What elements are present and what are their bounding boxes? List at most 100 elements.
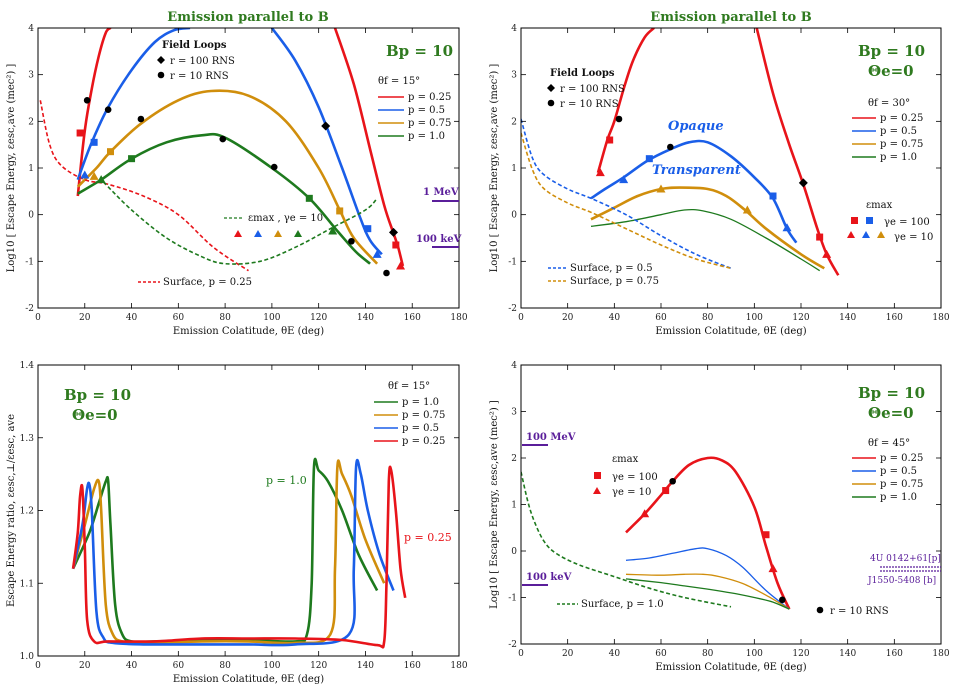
tl-emax-legend: εmax , γe = 10 [224, 213, 323, 237]
series-group [521, 456, 791, 610]
x-tick-label: 160 [886, 313, 903, 323]
y-tick-label: 0 [28, 211, 34, 221]
x-tick-label: 180 [450, 661, 467, 671]
br-legend-label: p = 0.25 [880, 453, 923, 464]
x-axis-label: Emission Colatitude, θE (deg) [655, 662, 806, 673]
series-line-surface-p1-0 [521, 471, 732, 608]
curve-marker [619, 175, 629, 184]
series-line-p-0-75 [71, 459, 386, 645]
tr-field-loops-r100: r = 100 RNS [560, 84, 625, 95]
series-line-p-0-25-b- [755, 28, 840, 276]
x-tick-label: 20 [79, 313, 91, 323]
x-tick-label: 40 [126, 661, 138, 671]
tl-surface-label: Surface, p = 0.25 [163, 277, 252, 288]
y-tick-label: 2 [511, 117, 517, 127]
bl-annot-p025: p = 0.25 [404, 531, 452, 544]
br-legend-label: p = 1.0 [880, 492, 917, 503]
plot-frame [37, 27, 460, 309]
panel-top-right: 0 20 40 60 80 100 120 140 160 180 -2 -1 0 1 2 3 4 Emissio… [489, 24, 950, 337]
x-tick-label: 80 [702, 313, 714, 323]
tl-100kev-label: 100 keV [416, 234, 462, 245]
curve-marker [348, 237, 355, 245]
series-line-surface-p0-5 [521, 118, 732, 270]
tr-field-loops: Field Loops r = 100 RNS r = 10 RNS [547, 68, 625, 110]
curve-marker [80, 170, 90, 179]
curve-marker [383, 269, 390, 277]
y-tick-label: 4 [511, 361, 517, 371]
br-emax-g10: γe = 10 [612, 487, 651, 498]
curve-marker [83, 97, 91, 104]
triangle-marker-icon [254, 230, 262, 237]
y-tick-label: 4 [28, 24, 34, 34]
br-thetaf: θf = 45° [868, 438, 910, 449]
tr-surface-legend: Surface, p = 0.5 Surface, p = 0.75 [548, 263, 659, 287]
series-line-p-0-25 [625, 456, 791, 610]
y-tick-label: 1.3 [20, 434, 35, 444]
series-line-p-1-0 [77, 132, 371, 265]
curve-marker [305, 194, 313, 202]
x-axis-label: Emission Colatitude, θE (deg) [173, 674, 324, 684]
y-tick-label: 3 [511, 71, 517, 81]
curve-marker [615, 115, 623, 123]
x-tick-label: 0 [518, 649, 524, 659]
br-legend-label: p = 0.75 [880, 479, 923, 490]
x-tick-label: 0 [35, 661, 41, 671]
series-line-p-0-5 [625, 547, 790, 610]
series-line-p-0-25 [76, 28, 112, 197]
x-tick-label: 180 [450, 313, 467, 323]
series-line-p-0-75 [590, 186, 825, 270]
y-tick-label: 1.0 [20, 652, 35, 662]
x-tick-label: 120 [310, 661, 327, 671]
y-tick-label: -1 [508, 594, 517, 604]
bl-legend-label: p = 0.5 [402, 423, 439, 434]
y-tick-label: 1 [28, 164, 34, 174]
series-line-surface [39, 100, 249, 272]
curve-marker [762, 531, 770, 539]
y-tick-label: 1 [511, 501, 517, 511]
curve-marker [89, 171, 99, 180]
x-tick-label: 140 [357, 313, 374, 323]
tr-bp-label: Bp = 10 [858, 42, 925, 60]
y-tick-label: 3 [28, 71, 34, 81]
x-tick-label: 180 [932, 649, 949, 659]
tr-legend-label: p = 0.25 [880, 113, 923, 124]
y-axis-label: Log10 [ Escape Energy, εesc,ave (mec²) ] [489, 64, 500, 273]
br-theta-label: Θe=0 [868, 404, 914, 422]
square-marker-icon [866, 217, 873, 224]
tl-energy-markers: 1 MeV 100 keV [416, 187, 462, 248]
series-line-p-1-0 [590, 208, 821, 272]
x-tick-label: 0 [518, 313, 524, 323]
x-tick-label: 40 [126, 313, 138, 323]
tr-field-loops-r10: r = 10 RNS [560, 99, 619, 110]
y-axis-label: Escape Energy ratio, εesc,⊥/εesc, ave [6, 414, 17, 607]
x-tick-label: 40 [609, 649, 621, 659]
curve-marker [606, 136, 614, 144]
tr-transparent-label: Transparent [652, 163, 741, 178]
x-tick-label: 80 [219, 661, 231, 671]
panel-bottom-left: 0 20 40 60 80 100 120 140 160 180 1.0 1.1 1.2 1.3 1.4 E… [6, 361, 468, 684]
x-tick-label: 20 [79, 661, 91, 671]
circle-marker-icon [816, 606, 824, 614]
curve-marker [372, 249, 382, 258]
y-tick-label: -1 [508, 257, 517, 267]
title-top-left: Emission parallel to B [167, 10, 328, 25]
tl-legend-label: p = 0.5 [408, 105, 445, 116]
curve-marker [321, 121, 331, 131]
x-tick-label: 60 [173, 661, 185, 671]
curve-marker [90, 138, 98, 146]
br-emax-g100: γe = 100 [612, 472, 658, 483]
y-tick-label: -1 [25, 257, 34, 267]
tr-field-loops-title: Field Loops [550, 68, 615, 79]
bl-theta-label: Θe=0 [72, 406, 118, 424]
curve-marker [798, 178, 808, 188]
curve-marker [662, 487, 670, 495]
tl-field-loops: Field Loops r = 100 RNS r = 10 RNS [157, 40, 235, 82]
y-tick-label: 3 [511, 408, 517, 418]
bl-legend: p = 1.0 p = 0.75 p = 0.5 p = 0.25 [374, 397, 445, 447]
series-line-p-0-5-b- [270, 28, 383, 256]
bl-thetaf: θf = 15° [388, 381, 430, 392]
square-marker-icon [594, 472, 601, 479]
br-100mev-label: 100 MeV [526, 432, 576, 443]
y-tick-label: -2 [508, 640, 517, 650]
